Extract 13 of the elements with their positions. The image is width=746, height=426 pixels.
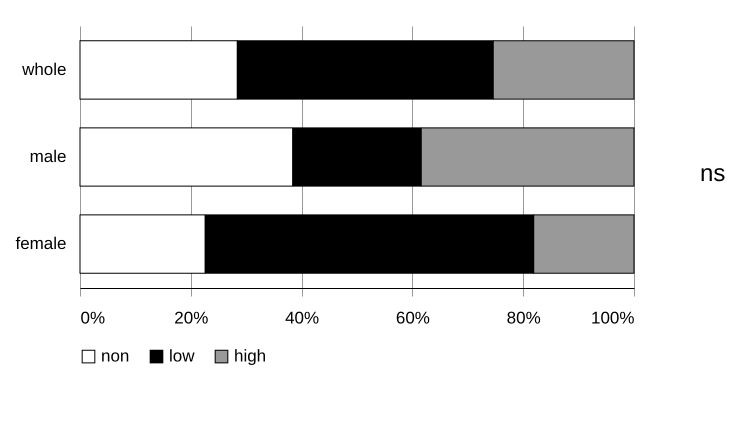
text: ns <box>700 160 726 188</box>
legend-label: low <box>169 346 196 366</box>
x-tick-label: 80% <box>506 308 541 328</box>
y-tick-label: female <box>15 234 66 254</box>
y-tick-label: whole <box>21 60 66 79</box>
x-tick-label: 100% <box>591 308 634 328</box>
y-tick-label: male <box>30 147 66 166</box>
x-tick-label: 20% <box>174 308 208 328</box>
x-tick-label: 60% <box>396 308 430 328</box>
x-tick-label: 40% <box>285 308 320 328</box>
legend-label: non <box>101 346 130 366</box>
legend-label: high <box>234 346 266 366</box>
x-tick-label: 0% <box>80 308 106 328</box>
